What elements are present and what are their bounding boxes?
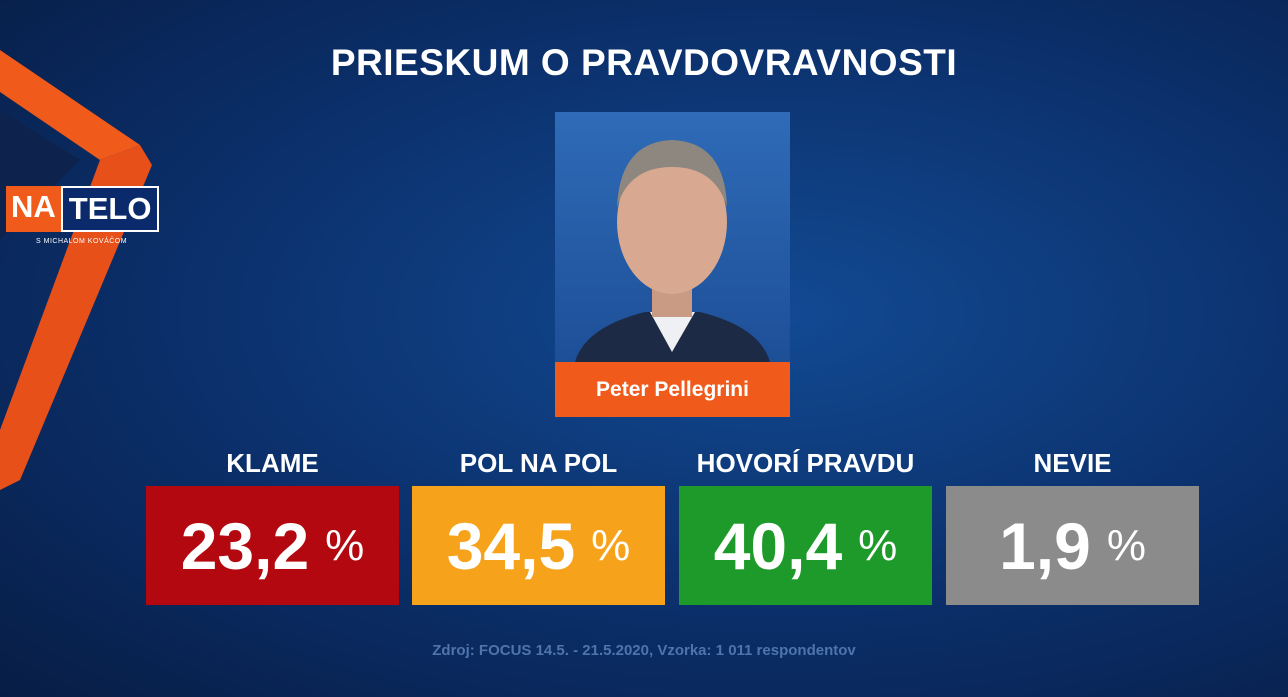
- person-name: Peter Pellegrini: [555, 362, 790, 417]
- result-value: 40,4: [713, 508, 843, 583]
- portrait: [575, 140, 770, 362]
- result-unit: %: [325, 520, 365, 570]
- result-unit: %: [858, 520, 898, 570]
- result-value: 34,5: [446, 508, 576, 583]
- result-tile: 1,9%: [946, 486, 1199, 605]
- logo-telo: TELO: [60, 186, 160, 232]
- result-label: NEVIE: [1033, 448, 1112, 478]
- result-label: KLAME: [226, 448, 319, 478]
- person-photo: [555, 112, 790, 362]
- result-unit: %: [591, 520, 631, 570]
- result-tile: 34,5%: [412, 486, 665, 605]
- source: Zdroj: FOCUS 14.5. - 21.5.2020, Vzorka: …: [432, 642, 856, 659]
- result-value: 1,9: [999, 508, 1091, 583]
- result-tile: 40,4%: [679, 486, 932, 605]
- result-unit: %: [1106, 520, 1146, 570]
- logo-na: NA: [6, 186, 61, 232]
- logo-tagline: S MICHALOM KOVÁČOM: [36, 238, 128, 245]
- title: PRIESKUM O PRAVDOVRAVNOSTI: [330, 42, 958, 83]
- result-tile: 23,2%: [146, 486, 399, 605]
- result-label: HOVORÍ PRAVDU: [696, 448, 915, 478]
- logo: NA TELO: [6, 186, 160, 232]
- result-label: POL NA POL: [459, 448, 618, 478]
- result-value: 23,2: [180, 508, 310, 583]
